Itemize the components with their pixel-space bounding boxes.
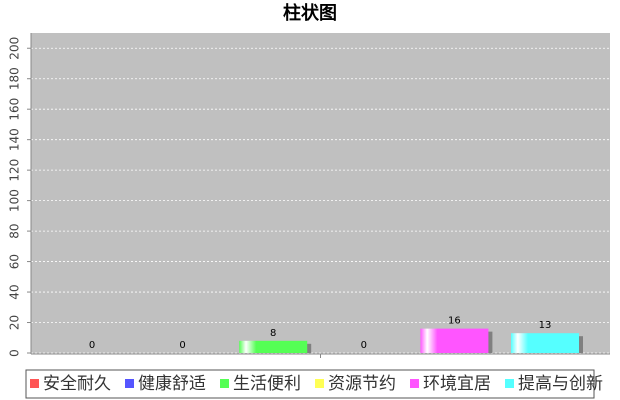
legend-label: 生活便利 xyxy=(233,374,301,394)
y-tick-label: 180 xyxy=(8,67,22,90)
y-tick-label: 200 xyxy=(8,37,22,60)
y-tick-label: 160 xyxy=(8,98,22,121)
bar xyxy=(420,328,489,353)
legend-label: 提高与创新 xyxy=(518,374,603,394)
y-tick-label: 100 xyxy=(8,189,22,212)
legend-swatch xyxy=(315,379,324,388)
y-tick-label: 20 xyxy=(8,315,22,330)
data-label: 8 xyxy=(270,328,276,339)
legend-swatch xyxy=(30,379,39,388)
legend-swatch xyxy=(410,379,419,388)
y-tick-label: 40 xyxy=(8,284,22,299)
data-label: 13 xyxy=(539,320,552,331)
legend-swatch xyxy=(505,379,514,388)
legend-label: 资源节约 xyxy=(328,374,396,394)
y-tick-label: 140 xyxy=(8,128,22,151)
legend-label: 健康舒适 xyxy=(138,374,206,394)
legend-swatch xyxy=(125,379,134,388)
data-label: 0 xyxy=(179,340,185,351)
legend-swatch xyxy=(220,379,229,388)
chart-title: 柱状图 xyxy=(283,2,337,24)
bar xyxy=(511,333,579,353)
data-label: 16 xyxy=(448,316,461,327)
y-tick-label: 60 xyxy=(8,254,22,269)
data-label: 0 xyxy=(89,340,95,351)
legend-box xyxy=(25,369,595,399)
y-tick-label: 120 xyxy=(8,159,22,182)
legend-label: 环境宜居 xyxy=(423,374,491,394)
y-tick-label: 80 xyxy=(8,223,22,238)
y-tick-label: 0 xyxy=(8,349,22,357)
legend-label: 安全耐久 xyxy=(43,374,111,394)
plot-area xyxy=(31,33,610,354)
data-label: 0 xyxy=(361,340,367,351)
bar xyxy=(239,340,308,353)
